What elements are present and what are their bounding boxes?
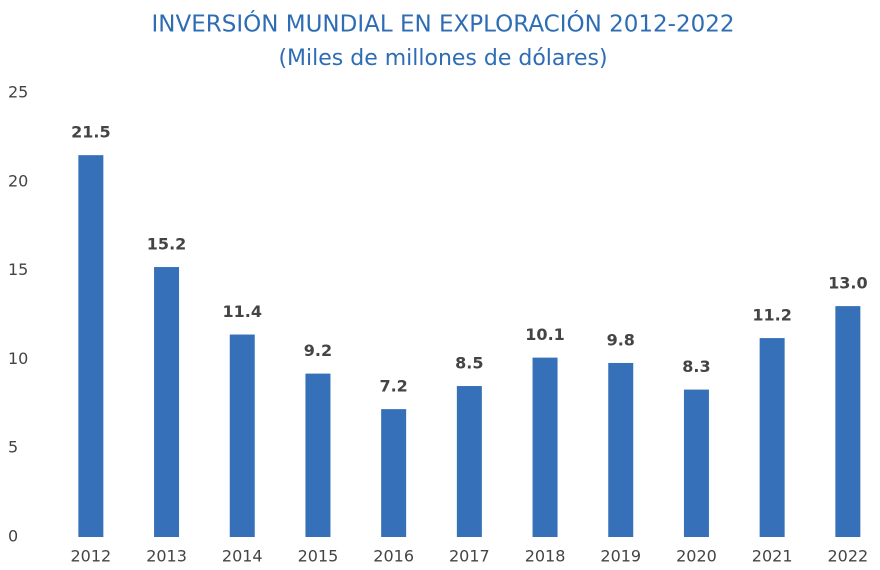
value-label: 15.2 — [147, 235, 186, 254]
bar — [759, 338, 785, 537]
value-label: 7.2 — [379, 377, 407, 396]
value-label: 8.5 — [455, 354, 483, 373]
x-tick-label: 2020 — [676, 547, 717, 566]
value-label: 9.8 — [607, 330, 635, 349]
bar — [532, 357, 558, 537]
x-tick-label: 2013 — [146, 547, 187, 566]
x-tick-label: 2021 — [752, 547, 793, 566]
bar — [381, 409, 407, 537]
y-tick-label: 25 — [8, 83, 28, 102]
bar — [456, 386, 482, 537]
bar — [229, 334, 255, 537]
x-tick-label: 2015 — [298, 547, 339, 566]
value-label: 8.3 — [682, 357, 710, 376]
chart-subtitle: (Miles de millones de dólares) — [278, 46, 607, 71]
chart-title: INVERSIÓN MUNDIAL EN EXPLORACIÓN 2012-20… — [152, 10, 735, 38]
bar — [305, 373, 331, 537]
bar — [683, 389, 709, 537]
x-tick-label: 2014 — [222, 547, 263, 566]
x-tick-label: 2022 — [827, 547, 868, 566]
value-label: 11.4 — [223, 302, 262, 321]
y-tick-label: 5 — [8, 438, 18, 457]
x-tick-label: 2012 — [70, 547, 111, 566]
x-tick-label: 2019 — [600, 547, 641, 566]
value-label: 13.0 — [828, 274, 867, 293]
value-label: 9.2 — [304, 341, 332, 360]
x-tick-label: 2017 — [449, 547, 490, 566]
bar — [608, 362, 634, 537]
x-tick-label: 2018 — [525, 547, 566, 566]
bar — [154, 267, 180, 537]
y-tick-label: 15 — [8, 260, 28, 279]
value-label: 10.1 — [525, 325, 564, 344]
x-tick-label: 2016 — [373, 547, 414, 566]
y-tick-label: 10 — [8, 349, 28, 368]
y-tick-label: 0 — [8, 527, 18, 546]
bar — [835, 306, 861, 537]
value-label: 11.2 — [752, 306, 791, 325]
value-label: 21.5 — [71, 123, 110, 142]
bar — [78, 155, 104, 537]
y-tick-label: 20 — [8, 171, 28, 190]
